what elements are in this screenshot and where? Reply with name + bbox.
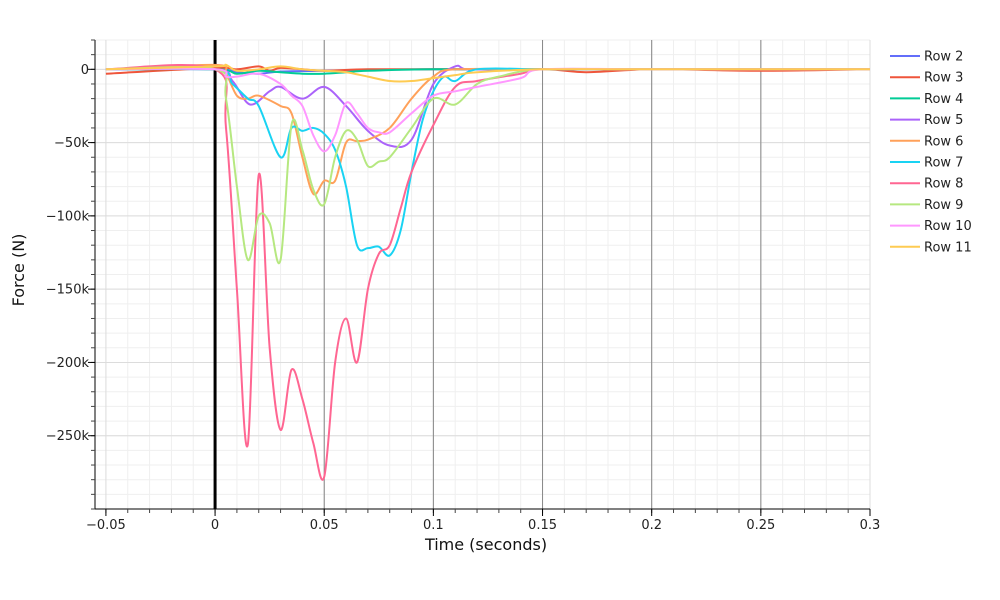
x-tick-label: 0.05 <box>310 518 339 533</box>
x-tick-label: 0 <box>211 518 219 533</box>
legend-label: Row 9 <box>924 198 963 213</box>
legend-label: Row 3 <box>924 71 963 86</box>
legend-label: Row 6 <box>924 134 963 149</box>
legend-item-row-3[interactable]: Row 3 <box>890 71 963 86</box>
series-line-row-5[interactable] <box>105 64 870 149</box>
legend-item-row-10[interactable]: Row 10 <box>890 219 972 234</box>
y-tick-label: 0 <box>81 63 89 78</box>
legend-item-row-5[interactable]: Row 5 <box>890 113 963 128</box>
legend-item-row-9[interactable]: Row 9 <box>890 198 963 213</box>
legend-label: Row 5 <box>924 113 963 128</box>
x-tick-label: 0.1 <box>423 518 444 533</box>
y-tick-label: −250k <box>46 429 90 444</box>
y-tick-label: −100k <box>46 209 90 224</box>
legend[interactable]: Row 2 Row 3 Row 4 Row 5 Row 6 Row 7 Row 8 Row 9… <box>890 50 972 256</box>
legend-label: Row 11 <box>924 240 972 255</box>
x-tick-label: 0.25 <box>746 518 775 533</box>
legend-label: Row 8 <box>924 177 963 192</box>
series-line-row-8[interactable] <box>105 63 870 481</box>
x-tick-label: −0.05 <box>86 518 126 533</box>
legend-label: Row 4 <box>924 92 963 107</box>
legend-item-row-7[interactable]: Row 7 <box>890 156 963 171</box>
y-tick-label: −50k <box>54 136 89 151</box>
legend-item-row-6[interactable]: Row 6 <box>890 134 963 149</box>
series-line-row-7[interactable] <box>105 67 870 257</box>
legend-label: Row 2 <box>924 50 963 65</box>
x-tick-label: 0.3 <box>860 518 881 533</box>
grid <box>95 39 871 510</box>
legend-label: Row 10 <box>924 219 972 234</box>
x-tick-label: 0.15 <box>528 518 557 533</box>
legend-label: Row 7 <box>924 156 963 171</box>
series-line-row-11[interactable] <box>105 63 870 83</box>
legend-item-row-8[interactable]: Row 8 <box>890 177 963 192</box>
y-tick-label: −150k <box>46 283 90 298</box>
vertical-markers <box>213 40 762 509</box>
legend-item-row-2[interactable]: Row 2 <box>890 50 963 65</box>
legend-item-row-11[interactable]: Row 11 <box>890 240 972 255</box>
series-line-row-9[interactable] <box>105 66 870 265</box>
legend-item-row-4[interactable]: Row 4 <box>890 92 963 107</box>
y-tick-label: −200k <box>46 356 90 371</box>
x-tick-label: 0.2 <box>641 518 662 533</box>
y-axis-title: Force (N) <box>9 234 28 307</box>
axes: −0.05 0 0.05 0.1 0.15 0.2 0.25 0.3 0 −50k −100k −15… <box>46 39 881 533</box>
series-lines <box>105 63 871 481</box>
series-line-row-10[interactable] <box>105 67 870 153</box>
x-axis-title: Time (seconds) <box>424 535 547 554</box>
